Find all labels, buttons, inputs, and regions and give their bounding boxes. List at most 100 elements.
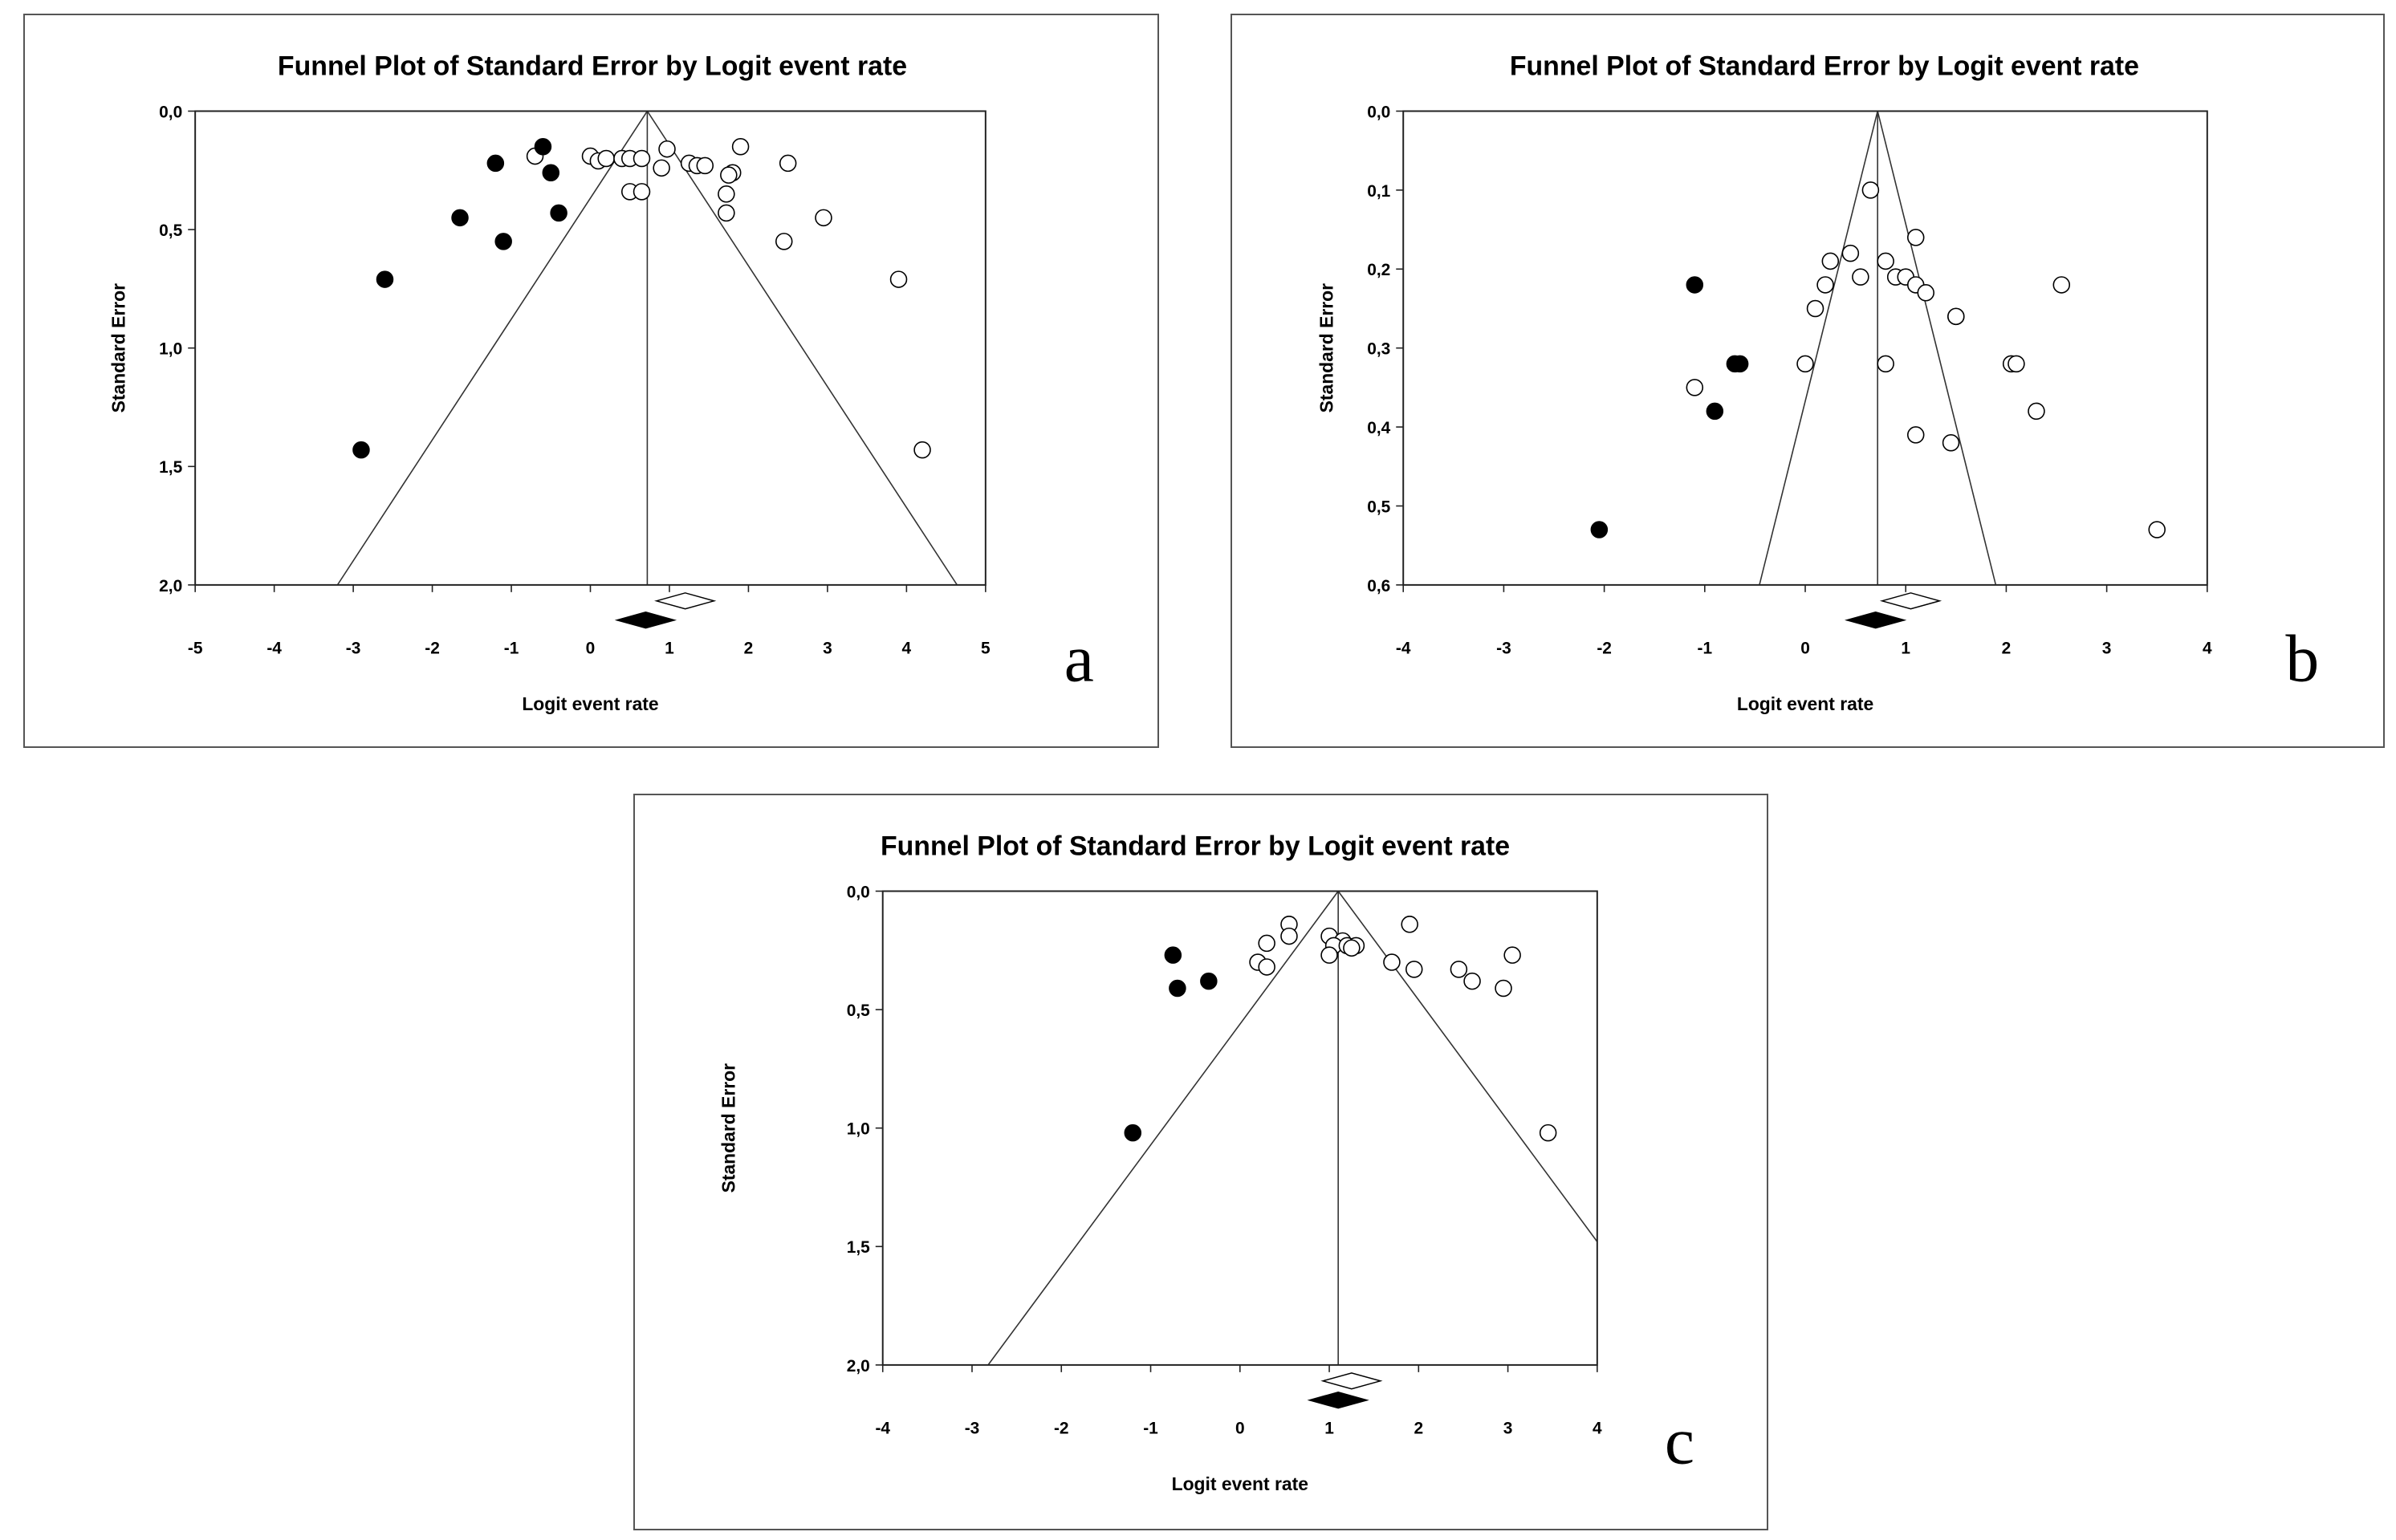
imputed-study-point — [1124, 1124, 1142, 1142]
y-tick-label: 0,5 — [847, 1002, 870, 1020]
y-axis-label: Standard Error — [108, 283, 129, 413]
imputed-study-point — [1590, 521, 1609, 538]
x-axis-label: Logit event rate — [1172, 1473, 1308, 1494]
x-axis-label: Logit event rate — [522, 693, 658, 714]
observed-study-point — [597, 149, 615, 168]
x-tick-label: -4 — [1396, 640, 1411, 658]
observed-study-point — [779, 154, 797, 173]
observed-study-point — [1947, 307, 1965, 326]
y-tick-label: 0,3 — [1367, 340, 1390, 359]
x-tick-label: 4 — [902, 640, 912, 658]
plot-frame — [1402, 110, 2208, 586]
y-axis-label: Standard Error — [1316, 283, 1337, 413]
observed-study-point — [1806, 299, 1824, 318]
x-tick-label: 3 — [2102, 640, 2112, 658]
y-tick-label: 2,0 — [159, 577, 182, 595]
x-tick-label: 5 — [981, 640, 991, 658]
observed-study-point — [1877, 252, 1894, 270]
observed-study-point — [1906, 229, 1925, 246]
funnel-left-line — [987, 891, 1339, 1365]
funnel-plot-panel-b: Funnel Plot of Standard Error by Logit e… — [1231, 14, 2385, 748]
x-tick-label: 4 — [2203, 640, 2212, 658]
x-tick-label: 1 — [1324, 1420, 1334, 1438]
x-tick-label: 3 — [823, 640, 832, 658]
observed-study-point — [1450, 961, 1468, 978]
observed-study-point — [889, 270, 908, 288]
imputed-study-point — [1164, 946, 1182, 964]
funnel-group — [336, 111, 958, 585]
y-tick-label: 1,5 — [159, 458, 182, 477]
observed-study-point — [658, 140, 676, 158]
observed-study-point — [1320, 946, 1338, 964]
x-tick-label: -2 — [1054, 1420, 1069, 1438]
imputed-summary-diamond — [1307, 1391, 1369, 1409]
funnel-right-line — [646, 111, 958, 585]
observed-study-point — [913, 441, 931, 459]
observed-study-point — [1917, 284, 1935, 302]
imputed-study-point — [550, 204, 567, 222]
plot-frame — [881, 890, 1598, 1366]
x-axis-label: Logit event rate — [1737, 693, 1873, 714]
imputed-study-point — [1731, 355, 1749, 373]
imputed-study-point — [451, 209, 469, 227]
observed-study-point — [1463, 972, 1481, 990]
observed-study-point — [1343, 939, 1361, 957]
funnel-left-line — [336, 111, 649, 585]
funnel-left-line — [1759, 111, 1878, 585]
x-tick-label: 2 — [744, 640, 754, 658]
observed-study-point — [1383, 953, 1401, 971]
observed-summary-diamond — [1320, 1372, 1383, 1390]
y-tick-label: 0,0 — [1367, 103, 1390, 121]
observed-study-point — [2028, 402, 2045, 421]
chart-title: Funnel Plot of Standard Error by Logit e… — [881, 831, 1510, 862]
y-tick-label: 1,5 — [847, 1238, 870, 1257]
x-tick-label: -1 — [1698, 640, 1713, 658]
y-tick-label: 0,1 — [1367, 182, 1390, 201]
panel-label: c — [1665, 1404, 1694, 1478]
y-tick-label: 0,5 — [1367, 498, 1390, 516]
chart-svg: Funnel Plot of Standard Error by Logit e… — [718, 831, 1694, 1495]
x-tick-label: -3 — [346, 640, 361, 658]
x-tick-label: -2 — [425, 640, 440, 658]
y-tick-label: 2,0 — [847, 1357, 870, 1375]
x-tick-label: 0 — [1235, 1420, 1245, 1438]
x-tick-label: -4 — [875, 1420, 890, 1438]
y-tick-label: 0,0 — [847, 883, 870, 901]
x-tick-label: 4 — [1593, 1420, 1602, 1438]
observed-study-point — [718, 204, 735, 222]
observed-study-point — [2052, 276, 2071, 294]
observed-summary-diamond — [1879, 592, 1942, 610]
funnel-group — [1759, 111, 1997, 585]
observed-study-point — [1796, 355, 1814, 373]
observed-study-point — [775, 233, 793, 250]
panel-label: b — [2285, 621, 2319, 696]
x-tick-label: -1 — [504, 640, 519, 658]
funnel-right-line — [1877, 111, 1997, 585]
x-tick-label: 2 — [1414, 1420, 1424, 1438]
x-tick-label: -2 — [1597, 640, 1612, 658]
funnel-right-line — [1337, 891, 1597, 1243]
observed-study-point — [1686, 379, 1704, 396]
imputed-summary-diamond — [1845, 611, 1907, 629]
y-tick-label: 0,4 — [1367, 419, 1390, 437]
observed-study-point — [1401, 916, 1418, 933]
funnel-group — [987, 891, 1597, 1365]
x-tick-label: -4 — [266, 640, 282, 658]
x-tick-label: 2 — [2002, 640, 2012, 658]
observed-study-point — [1503, 946, 1521, 964]
imputed-study-point — [494, 233, 512, 250]
y-tick-label: 0,2 — [1367, 261, 1390, 279]
observed-study-point — [718, 185, 735, 203]
observed-study-point — [815, 209, 832, 227]
observed-study-point — [2148, 521, 2166, 538]
observed-study-point — [731, 138, 750, 156]
x-tick-label: 0 — [586, 640, 596, 658]
y-tick-label: 1,0 — [847, 1120, 870, 1139]
x-tick-label: -3 — [965, 1420, 980, 1438]
observed-summary-diamond — [654, 592, 717, 610]
imputed-study-point — [534, 138, 552, 156]
x-tick-label: -3 — [1496, 640, 1511, 658]
observed-study-point — [1495, 979, 1512, 998]
observed-study-point — [1852, 268, 1869, 286]
x-tick-label: 1 — [1901, 640, 1910, 658]
